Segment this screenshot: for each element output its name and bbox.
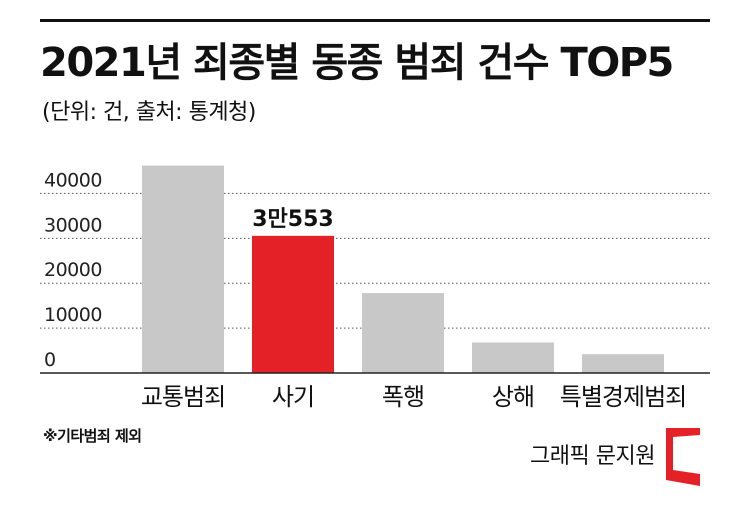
y-tick-label: 40000 [44,169,102,191]
bar-1 [142,165,224,373]
y-tick-label: 10000 [44,304,102,326]
logo-icon [666,428,700,486]
chart-subtitle: (단위: 건, 출처: 통계청) [42,100,256,125]
category-label: 상해 [492,383,534,411]
y-tick-label: 30000 [44,214,102,236]
bar-4 [472,342,554,373]
graphic-credit: 그래픽 문지원 [530,444,655,469]
top-rule [40,19,710,22]
category-label: 교통범죄 [141,383,225,411]
category-label: 사기 [272,383,314,411]
y-tick-label: 0 [44,349,56,371]
bar-3 [362,293,444,373]
chart-title: 2021년 죄종별 동종 범죄 건수 TOP5 [40,40,674,86]
category-label: 폭행 [382,383,424,411]
footnote: ※기타범죄 제외 [43,427,142,445]
y-tick-label: 20000 [44,259,102,281]
data-label: 3만553 [252,207,333,232]
category-label: 특별경제범죄 [560,383,686,411]
bar-2 [252,235,334,373]
bar-chart: 0 10000 20000 30000 40000 교통범죄 사기 3만553 폭행 상해 특별경제… [40,165,710,411]
bar-5 [582,354,664,373]
